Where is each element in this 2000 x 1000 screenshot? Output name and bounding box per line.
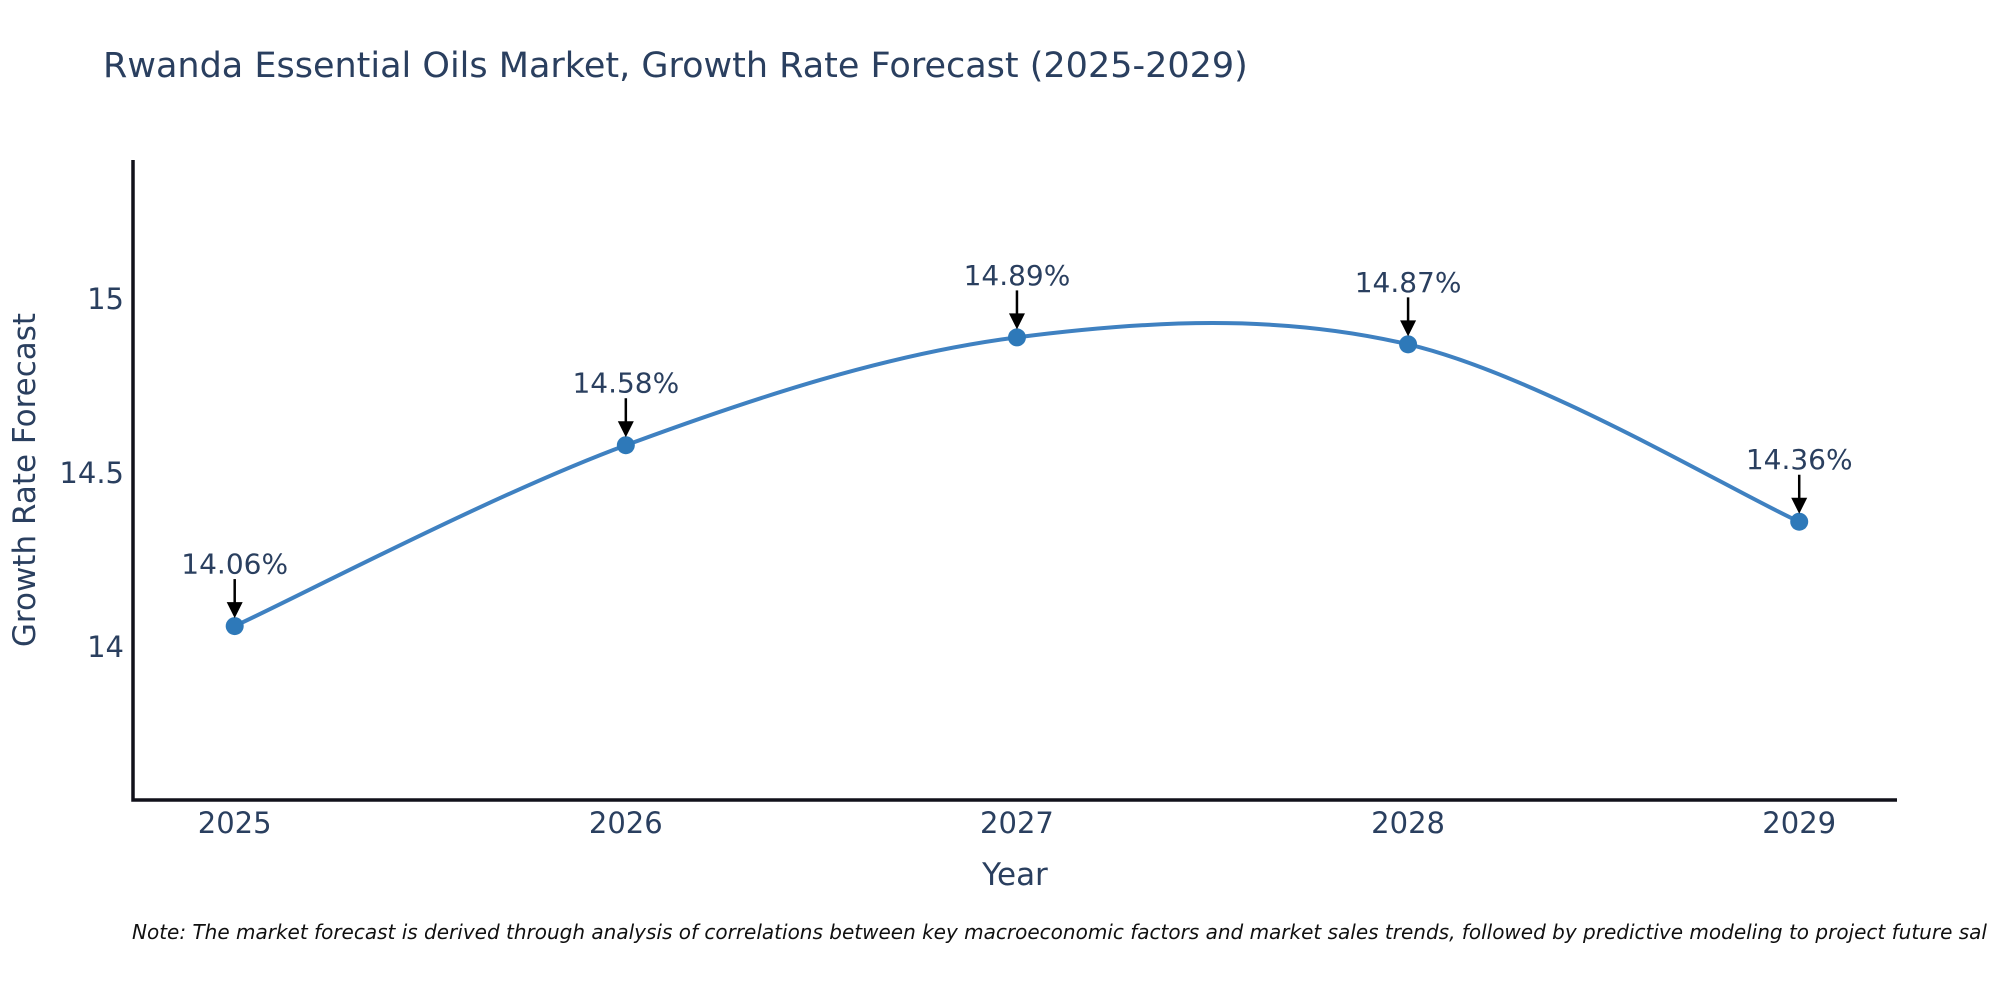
x-axis-title: Year xyxy=(982,857,1048,893)
annotation-arrowhead-icon xyxy=(1008,313,1025,330)
chart-title: Rwanda Essential Oils Market, Growth Rat… xyxy=(103,46,1248,86)
y-tick-label: 15 xyxy=(87,282,124,316)
annotation-arrowhead-icon xyxy=(226,602,243,619)
data-point-label: 14.87% xyxy=(1355,266,1462,299)
y-axis-title: Growth Rate Forecast xyxy=(7,312,43,648)
data-point[interactable] xyxy=(225,617,244,636)
annotation-arrowhead-icon xyxy=(617,421,634,438)
data-point[interactable] xyxy=(1399,335,1418,354)
data-point[interactable] xyxy=(1790,512,1809,531)
axis-lines xyxy=(131,160,1897,802)
data-point-label: 14.06% xyxy=(181,548,288,581)
data-point-label: 14.36% xyxy=(1746,443,1853,476)
x-tick-label: 2028 xyxy=(1371,806,1445,840)
footnote: Note: The market forecast is derived thr… xyxy=(132,920,1987,944)
x-tick-label: 2026 xyxy=(589,806,663,840)
data-point-label: 14.89% xyxy=(964,259,1071,292)
x-tick-label: 2027 xyxy=(980,806,1054,840)
data-point-label: 14.58% xyxy=(572,367,679,400)
data-point[interactable] xyxy=(1007,328,1026,347)
annotation-arrowhead-icon xyxy=(1400,320,1417,337)
y-tick-label: 14 xyxy=(87,630,124,664)
trend-line xyxy=(232,321,1802,629)
annotation-arrowhead-icon xyxy=(1791,497,1808,514)
y-tick-label: 14.5 xyxy=(59,456,124,490)
data-point[interactable] xyxy=(616,436,635,455)
x-tick-label: 2025 xyxy=(198,806,272,840)
x-tick-label: 2029 xyxy=(1762,806,1836,840)
